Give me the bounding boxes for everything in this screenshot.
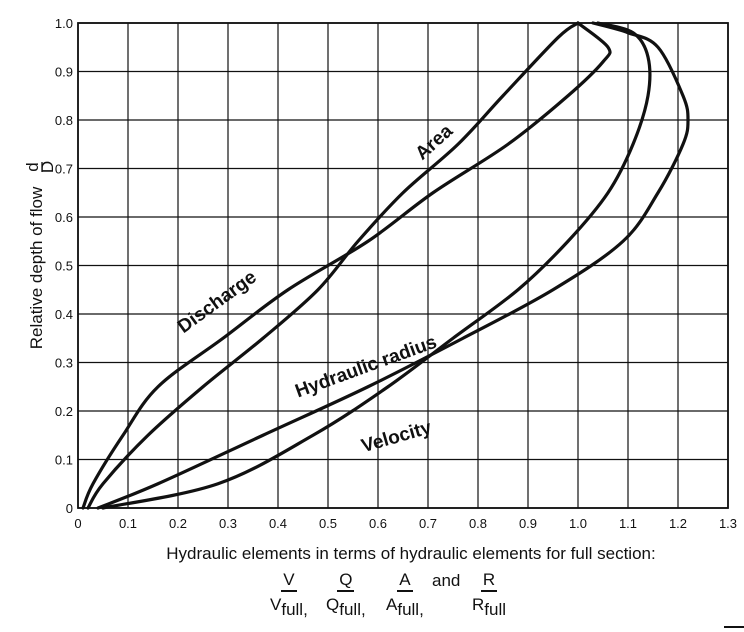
ratio-radius-num: R xyxy=(480,571,498,592)
y-tick-label: 0 xyxy=(66,501,73,516)
y-tick-labels: 0 0.1 0.2 0.3 0.4 0.5 0.6 0.7 0.8 0.9 1.0 xyxy=(55,16,73,516)
x-tick-label: 1.3 xyxy=(719,516,737,531)
series-label-velocity: Velocity xyxy=(359,417,434,457)
chart-grid xyxy=(77,22,729,509)
series-line-discharge xyxy=(81,21,612,510)
ratio-discharge-num: Q xyxy=(337,571,355,592)
ratio-radius: R Rfull xyxy=(472,571,506,618)
y-tick-label: 0.5 xyxy=(55,259,73,274)
series-line-velocity xyxy=(101,21,652,510)
ratio-velocity-num: V xyxy=(281,571,297,592)
ratio-area-num: A xyxy=(397,571,413,592)
x-tick-label: 0.4 xyxy=(269,516,287,531)
y-axis-label: Relative depth of flow d D xyxy=(23,161,57,349)
x-tick-label: 0.5 xyxy=(319,516,337,531)
y-tick-label: 0.4 xyxy=(55,307,73,322)
ratio-velocity: V Vfull, xyxy=(270,571,308,618)
y-tick-label: 1.0 xyxy=(55,16,73,31)
x-tick-labels: 0 0.1 0.2 0.3 0.4 0.5 0.6 0.7 0.8 0.9 1.0 1.1 1.2 1.3 xyxy=(74,516,737,531)
ratio-discharge: Q Qfull, xyxy=(326,571,366,618)
x-tick-label: 0.6 xyxy=(369,516,387,531)
x-tick-label: 0 xyxy=(74,516,81,531)
series-label-discharge: Discharge xyxy=(174,267,261,338)
y-axis-title: Relative depth of flow xyxy=(27,186,46,349)
ratio-joiner: and xyxy=(432,571,461,590)
x-tick-label: 0.9 xyxy=(519,516,537,531)
x-tick-label: 0.1 xyxy=(119,516,137,531)
series-line-hydraulic-radius xyxy=(96,21,690,510)
y-tick-label: 0.3 xyxy=(55,356,73,371)
y-axis-fraction-den: D xyxy=(38,161,57,173)
y-tick-label: 0.9 xyxy=(55,65,73,80)
corner-rule xyxy=(724,626,744,628)
x-tick-label: 0.3 xyxy=(219,516,237,531)
plot-frame xyxy=(77,22,729,509)
ratio-radius-den: Rfull xyxy=(472,595,507,619)
x-axis-title: Hydraulic elements in terms of hydraulic… xyxy=(166,544,655,563)
series-label-area: Area xyxy=(412,120,458,164)
y-tick-label: 0.8 xyxy=(55,113,73,128)
y-tick-label: 0.2 xyxy=(55,404,73,419)
x-tick-label: 0.2 xyxy=(169,516,187,531)
x-tick-label: 0.7 xyxy=(419,516,437,531)
ratio-area-den: Afull, xyxy=(386,595,424,619)
ratio-area: A Afull, xyxy=(386,571,424,618)
x-tick-label: 1.1 xyxy=(619,516,637,531)
y-tick-label: 0.7 xyxy=(55,162,73,177)
ratio-discharge-den: Qfull, xyxy=(326,595,366,619)
y-tick-label: 0.1 xyxy=(55,453,73,468)
y-axis-fraction-num: d xyxy=(23,162,42,171)
x-tick-label: 0.8 xyxy=(469,516,487,531)
x-tick-label: 1.2 xyxy=(669,516,687,531)
x-tick-label: 1.0 xyxy=(569,516,587,531)
ratio-velocity-den: Vfull, xyxy=(270,595,308,619)
series-line-area xyxy=(86,21,580,510)
y-tick-label: 0.6 xyxy=(55,210,73,225)
series-curves xyxy=(81,21,690,510)
